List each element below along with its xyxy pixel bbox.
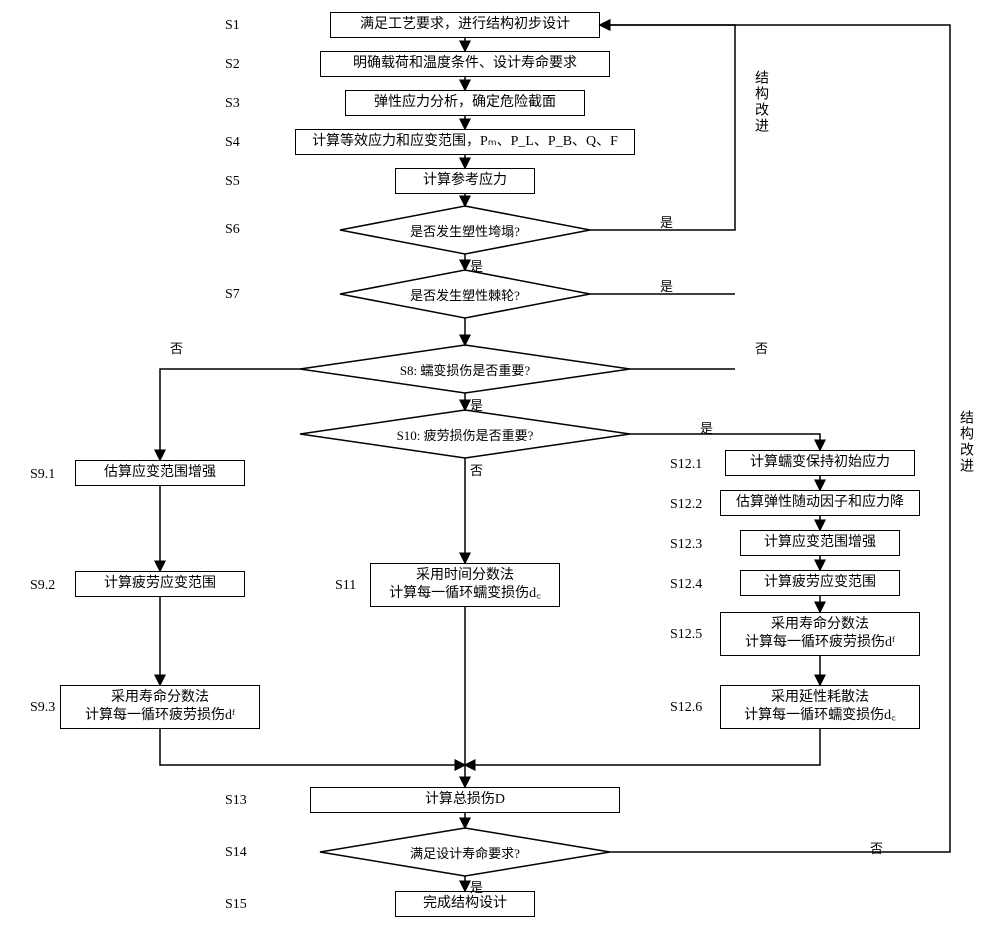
step-id-s9-3: S9.3 (30, 700, 55, 716)
step-id-s1: S1 (225, 18, 240, 34)
node-s1: 满足工艺要求，进行结构初步设计 (330, 12, 600, 38)
node-s3-text: 弹性应力分析，确定危险截面 (374, 94, 556, 112)
diamond-s8 (300, 345, 630, 393)
diamond-s10 (300, 410, 630, 458)
node-s12-4: 计算疲劳应变范围 (740, 570, 900, 596)
step-id-s12-3: S12.3 (670, 537, 702, 553)
side-improve-right: 结构改进 (955, 410, 975, 474)
diamond-s6 (340, 206, 590, 254)
node-s4: 计算等效应力和应变范围，Pₘ、P_L、P_B、Q、F (295, 129, 635, 155)
node-s11: 采用时间分数法 计算每一循环蠕变损伤d꜀ (370, 563, 560, 607)
node-s13-text: 计算总损伤D (425, 791, 505, 809)
node-s12-4-text: 计算疲劳应变范围 (764, 574, 876, 592)
edge-s8-no-left: 否 (170, 338, 183, 357)
edge-s8-no-right: 否 (755, 338, 768, 357)
node-s5: 计算参考应力 (395, 168, 535, 194)
diamond-s14 (320, 828, 610, 876)
node-s9-3-text: 采用寿命分数法 计算每一循环疲劳损伤dᶠ (85, 689, 235, 725)
edge-s8-yes-down: 是 (470, 395, 483, 414)
node-s12-6: 采用延性耗散法 计算每一循环蠕变损伤d꜀ (720, 685, 920, 729)
node-s12-2: 估算弹性随动因子和应力降 (720, 490, 920, 516)
node-s12-1-text: 计算蠕变保持初始应力 (750, 454, 890, 472)
node-s2: 明确载荷和温度条件、设计寿命要求 (320, 51, 610, 77)
step-id-s6: S6 (225, 222, 240, 238)
diamond-s7 (340, 270, 590, 318)
edge-s14-no: 否 (870, 838, 883, 857)
step-id-s2: S2 (225, 57, 240, 73)
edge-s10-yes: 是 (700, 418, 713, 437)
node-s4-text: 计算等效应力和应变范围，Pₘ、P_L、P_B、Q、F (312, 133, 618, 151)
step-id-s13: S13 (225, 793, 247, 809)
edge-s14-yes: 是 (470, 877, 483, 896)
step-id-s3: S3 (225, 96, 240, 112)
node-s15: 完成结构设计 (395, 891, 535, 917)
step-id-s11: S11 (335, 578, 356, 594)
node-s12-5: 采用寿命分数法 计算每一循环疲劳损伤dᶠ (720, 612, 920, 656)
step-id-s12-4: S12.4 (670, 577, 702, 593)
node-s1-text: 满足工艺要求，进行结构初步设计 (360, 16, 570, 34)
node-s2-text: 明确载荷和温度条件、设计寿命要求 (353, 55, 577, 73)
step-id-s12-6: S12.6 (670, 700, 702, 716)
step-id-s12-1: S12.1 (670, 457, 702, 473)
node-s12-1: 计算蠕变保持初始应力 (725, 450, 915, 476)
node-s9-2-text: 计算疲劳应变范围 (104, 575, 216, 593)
node-s9-3: 采用寿命分数法 计算每一循环疲劳损伤dᶠ (60, 685, 260, 729)
node-s9-2: 计算疲劳应变范围 (75, 571, 245, 597)
step-id-s15: S15 (225, 897, 247, 913)
node-s5-text: 计算参考应力 (423, 172, 507, 190)
step-id-s7: S7 (225, 287, 240, 303)
step-id-s9-2: S9.2 (30, 578, 55, 594)
step-id-s12-5: S12.5 (670, 627, 702, 643)
edge-s6-yes: 是 (660, 212, 673, 231)
edge-s6-no-internal: 是 (470, 256, 483, 275)
step-id-s12-2: S12.2 (670, 497, 702, 513)
node-s12-5-text: 采用寿命分数法 计算每一循环疲劳损伤dᶠ (745, 616, 895, 652)
node-s3: 弹性应力分析，确定危险截面 (345, 90, 585, 116)
node-s15-text: 完成结构设计 (423, 895, 507, 913)
node-s12-6-text: 采用延性耗散法 计算每一循环蠕变损伤d꜀ (744, 689, 896, 725)
node-s12-3: 计算应变范围增强 (740, 530, 900, 556)
edge-s10-no: 否 (470, 460, 483, 479)
edge-s7-yes: 是 (660, 276, 673, 295)
node-s13: 计算总损伤D (310, 787, 620, 813)
side-improve-upper: 结构改进 (750, 70, 770, 134)
step-id-s4: S4 (225, 135, 240, 151)
node-s9-1: 估算应变范围增强 (75, 460, 245, 486)
node-s9-1-text: 估算应变范围增强 (104, 464, 216, 482)
step-id-s14: S14 (225, 845, 247, 861)
node-s12-2-text: 估算弹性随动因子和应力降 (736, 494, 904, 512)
step-id-s9-1: S9.1 (30, 467, 55, 483)
node-s12-3-text: 计算应变范围增强 (764, 534, 876, 552)
node-s11-text: 采用时间分数法 计算每一循环蠕变损伤d꜀ (389, 567, 541, 603)
step-id-s5: S5 (225, 174, 240, 190)
